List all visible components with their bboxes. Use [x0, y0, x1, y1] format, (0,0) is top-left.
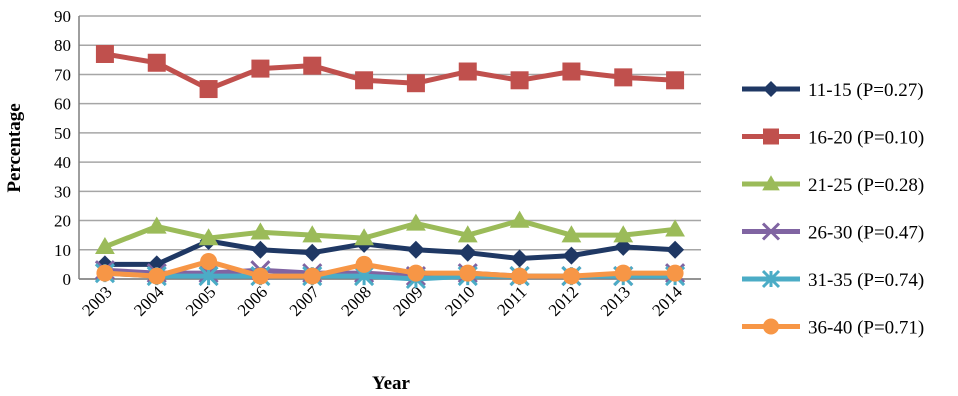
x-tick-label: 2013 [597, 282, 634, 319]
data-point [562, 267, 580, 285]
data-point [355, 255, 373, 273]
data-point [95, 236, 115, 255]
series-21-25 [95, 210, 685, 255]
data-point [561, 225, 582, 243]
data-point [763, 128, 779, 145]
y-tick-label: 20 [54, 212, 71, 231]
y-tick-label: 90 [54, 7, 71, 26]
x-tick-label: 2014 [648, 282, 686, 320]
x-tick-label: 2008 [337, 282, 374, 319]
data-point [148, 267, 166, 285]
x-tick-label: 2010 [441, 282, 478, 319]
data-point [614, 68, 633, 87]
data-point [666, 264, 684, 282]
data-point [458, 243, 477, 262]
data-point [198, 266, 219, 287]
data-point [406, 240, 425, 259]
series-line [103, 218, 676, 250]
x-tick-label: 2003 [78, 282, 115, 319]
data-point [510, 249, 529, 268]
data-point [458, 62, 477, 81]
data-point [406, 213, 426, 231]
y-tick-label: 40 [54, 153, 71, 172]
data-point [250, 222, 271, 240]
series-16-20 [95, 44, 685, 99]
legend-entry: 31-35 (P=0.74) [742, 269, 924, 291]
data-point [354, 228, 374, 246]
data-point [562, 62, 581, 81]
data-point [96, 264, 114, 282]
data-point [251, 59, 270, 78]
legend-entry: 21-25 (P=0.28) [742, 175, 924, 196]
x-tick-label: 2007 [286, 282, 324, 320]
data-point [457, 225, 478, 243]
x-tick-label: 2005 [182, 282, 219, 319]
y-tick-label: 80 [54, 36, 71, 55]
series-line [104, 51, 676, 92]
data-point [763, 81, 779, 97]
x-axis-title: Year [372, 373, 411, 394]
data-point [303, 56, 322, 75]
x-tick-label: 2011 [493, 282, 530, 319]
legend-entry: 16-20 (P=0.10) [742, 128, 924, 149]
x-tick-label: 2004 [130, 282, 168, 320]
data-point [303, 243, 322, 262]
legend-label: 26-30 (P=0.47) [808, 223, 924, 244]
data-point [510, 71, 529, 90]
data-point [407, 264, 425, 282]
data-point [147, 53, 166, 72]
legend-label: 11-15 (P=0.27) [808, 80, 924, 101]
data-point [665, 219, 685, 237]
data-point [761, 222, 781, 241]
data-point [509, 210, 530, 228]
data-point [303, 267, 321, 285]
data-point [355, 71, 374, 90]
gridlines [79, 15, 701, 280]
data-point [562, 246, 581, 265]
data-point [198, 228, 219, 246]
legend-label: 16-20 (P=0.10) [808, 128, 924, 149]
x-tick-label: 2012 [545, 282, 582, 319]
y-tick-label: 10 [54, 241, 71, 260]
series-36-40 [96, 252, 684, 285]
y-tick-label: 30 [54, 182, 71, 201]
data-point [199, 80, 218, 99]
series-line [104, 258, 676, 279]
data-point [763, 318, 779, 335]
data-point [251, 240, 270, 259]
y-tick-label: 60 [54, 95, 71, 114]
legend-label: 31-35 (P=0.74) [808, 270, 924, 291]
data-point [200, 252, 218, 270]
data-point [666, 71, 685, 90]
data-point [666, 240, 685, 259]
data-point [761, 269, 781, 289]
data-point [146, 216, 167, 234]
data-point [406, 74, 425, 93]
data-point [762, 175, 780, 191]
axes [78, 16, 701, 280]
data-point [613, 225, 634, 243]
x-axis-ticks: 2003 2004 2005 2006 2007 2008 2009 2010 2011 2012… [78, 282, 686, 320]
series-group [94, 44, 686, 290]
data-point [511, 267, 529, 285]
x-tick-label: 2006 [234, 282, 271, 319]
legend-label: 21-25 (P=0.28) [808, 175, 924, 196]
legend-label: 36-40 (P=0.71) [808, 318, 924, 339]
legend-entry: 36-40 (P=0.71) [742, 318, 924, 339]
y-axis-title: Percentage [4, 103, 25, 192]
y-tick-label: 70 [54, 65, 71, 84]
legend-entry: 26-30 (P=0.47) [742, 222, 924, 244]
data-point [459, 264, 477, 282]
y-axis-ticks: 0 10 20 30 40 50 60 70 80 90 [54, 7, 71, 289]
series-line [104, 238, 676, 267]
data-point [95, 44, 114, 63]
legend: 11-15 (P=0.27) 16-20 (P=0.10) 21-25 (P=0.2… [742, 80, 924, 339]
data-point [614, 264, 632, 282]
data-point [251, 267, 269, 285]
legend-entry: 11-15 (P=0.27) [742, 80, 924, 101]
data-point [302, 225, 323, 243]
y-tick-label: 0 [63, 270, 72, 289]
y-tick-label: 50 [54, 124, 71, 143]
